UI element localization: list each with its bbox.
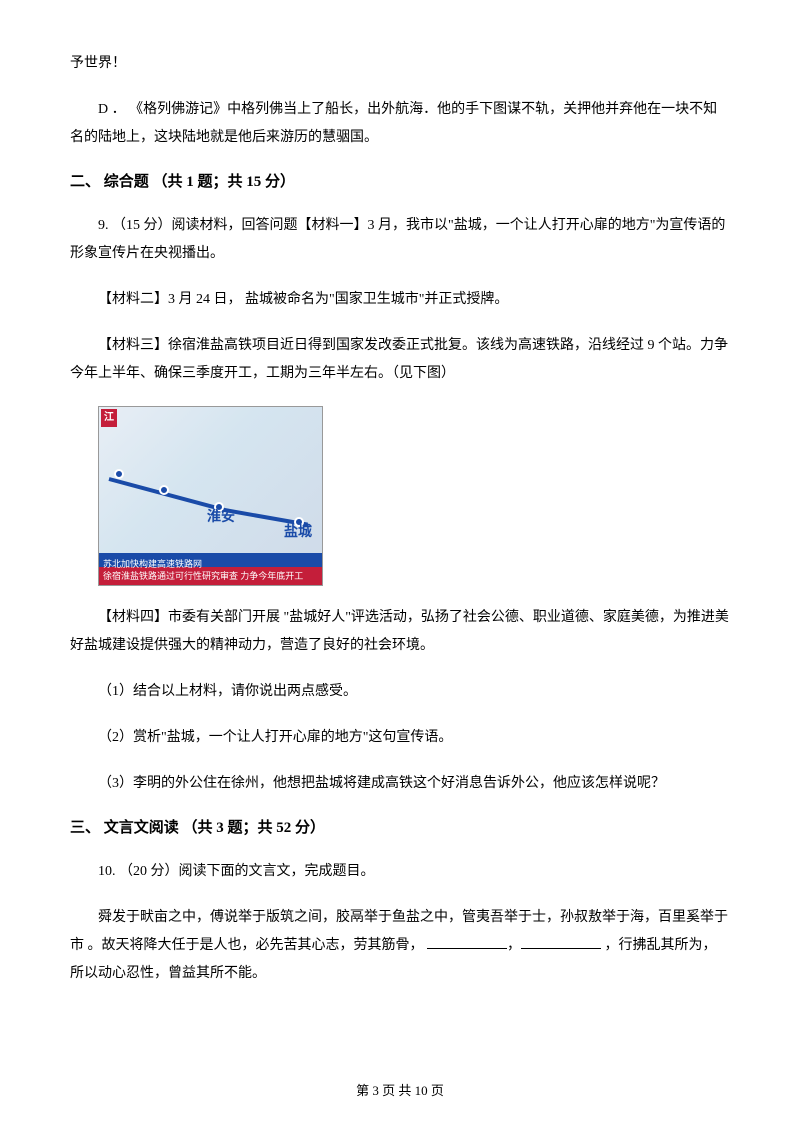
page-footer: 第 3 页 共 10 页 [0, 1081, 800, 1102]
section-2-heading: 二、 综合题 （共 1 题；共 15 分） [70, 170, 730, 194]
section-3-heading: 三、 文言文阅读 （共 3 题；共 52 分） [70, 816, 730, 840]
railway-map-image: 江 淮安 盐城 苏北加快构建高速铁路网 徐宿淮盐铁路通过可行性研究审查 力争今年… [98, 406, 323, 586]
material-4: 【材料四】市委有关部门开展 "盐城好人"评选活动，弘扬了社会公德、职业道德、家庭… [70, 604, 730, 660]
q9-sub1: （1）结合以上材料，请你说出两点感受。 [70, 678, 730, 706]
q10-comma1: ， [507, 938, 521, 953]
map-label-huaian: 淮安 [207, 507, 235, 529]
q10-text: 舜发于畎亩之中，傅说举于版筑之间，胶鬲举于鱼盐之中，管夷吾举于士，孙叔敖举于海，… [70, 904, 730, 988]
blank-1 [427, 935, 507, 949]
map-logo: 江 [101, 409, 117, 427]
q9-sub2: （2）赏析"盐城，一个让人打开心扉的地方"这句宣传语。 [70, 724, 730, 752]
intro-text-2: D ． 《格列佛游记》中格列佛当上了船长，出外航海．他的手下图谋不轨，关押他并弃… [70, 96, 730, 152]
q9-sub3: （3）李明的外公住在徐州，他想把盐城将建成高铁这个好消息告诉外公，他应该怎样说呢… [70, 770, 730, 798]
material-3: 【材料三】徐宿淮盐高铁项目近日得到国家发改委正式批复。该线为高速铁路，沿线经过 … [70, 332, 730, 388]
material-2: 【材料二】3 月 24 日， 盐城被命名为"国家卫生城市"并正式授牌。 [70, 286, 730, 314]
map-label-yancheng: 盐城 [284, 522, 312, 544]
q10-intro: 10. （20 分）阅读下面的文言文，完成题目。 [70, 858, 730, 886]
blank-2 [521, 935, 601, 949]
intro-text-1: 予世界！ [70, 50, 730, 78]
map-banner-top-text: 苏北加快构建高速铁路网 [103, 557, 202, 571]
q9-intro: 9. （15 分）阅读材料，回答问题【材料一】3 月，我市以"盐城，一个让人打开… [70, 212, 730, 268]
